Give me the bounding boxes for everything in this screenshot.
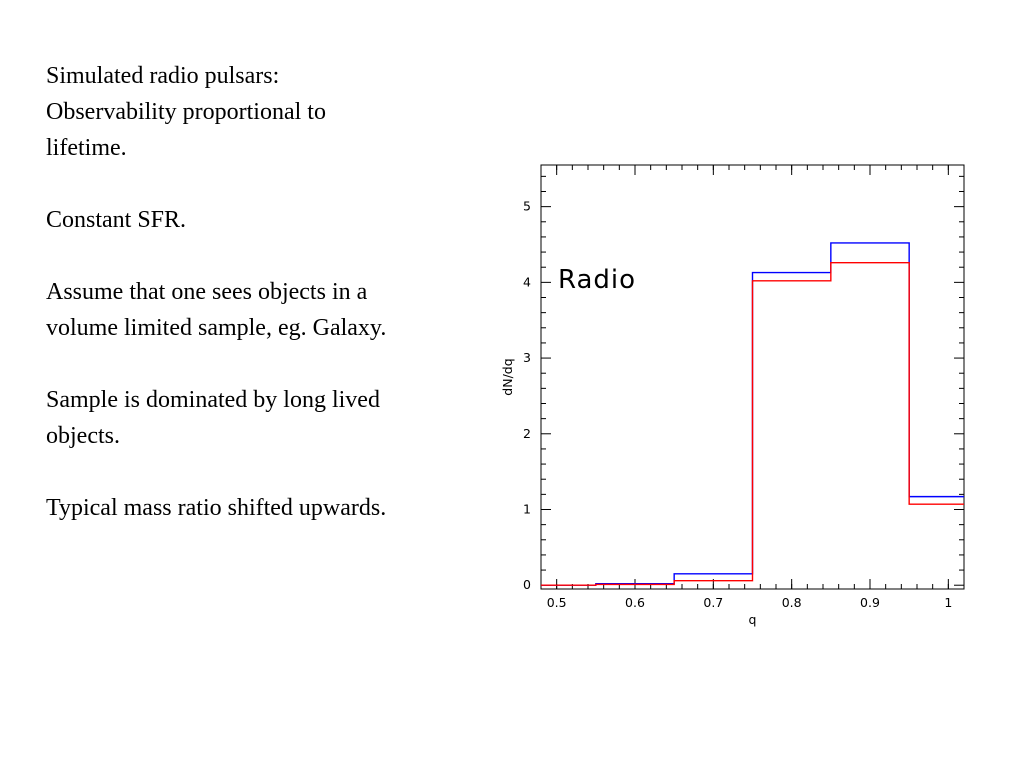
y-tick-label: 5	[523, 199, 531, 214]
text-line: volume limited sample, eg. Galaxy.	[46, 315, 387, 341]
text-line: Sample is dominated by long lived	[46, 387, 380, 413]
y-tick-label: 4	[523, 274, 531, 289]
text-line: Simulated radio pulsars:	[46, 63, 280, 89]
series-1-histogram-line	[541, 261, 964, 586]
slide-text: Simulated radio pulsars: Observability p…	[46, 58, 496, 526]
y-tick-label: 1	[523, 502, 531, 517]
x-tick-label: 0.8	[782, 595, 802, 610]
y-axis-label: dN/dq	[500, 358, 515, 395]
x-axis-label: q	[749, 612, 757, 627]
x-tick-label: 0.9	[860, 595, 880, 610]
paragraph-sfr: Constant SFR.	[46, 202, 496, 238]
x-tick-label: 1	[944, 595, 952, 610]
text-line: Constant SFR.	[46, 207, 187, 233]
x-tick-label: 0.5	[547, 595, 567, 610]
y-tick-label: 2	[523, 426, 531, 441]
plot-border	[540, 164, 965, 590]
axis-ticks: 0.5 0.6 0.7 0.8 0.9 1 0 1 2 3 4 5	[523, 165, 965, 610]
paragraph-mass-ratio: Typical mass ratio shifted upwards.	[46, 490, 496, 526]
text-line: Observability proportional to	[46, 99, 326, 125]
x-tick-label: 0.7	[703, 595, 723, 610]
plot-frame	[540, 164, 965, 590]
text-line: Assume that one sees objects in a	[46, 279, 368, 305]
paragraph-sample: Sample is dominated by long lived object…	[46, 382, 496, 454]
chart-annotation: Radio	[558, 265, 636, 295]
series-layer	[541, 242, 964, 586]
y-tick-label: 0	[523, 577, 531, 592]
paragraph-volume: Assume that one sees objects in a volume…	[46, 274, 496, 346]
x-tick-label: 0.6	[625, 595, 645, 610]
y-tick-label: 3	[523, 350, 531, 365]
text-line: Typical mass ratio shifted upwards.	[46, 495, 387, 521]
text-line: objects.	[46, 423, 120, 449]
paragraph-pulsars: Simulated radio pulsars: Observability p…	[46, 58, 496, 166]
text-line: lifetime.	[46, 135, 127, 161]
